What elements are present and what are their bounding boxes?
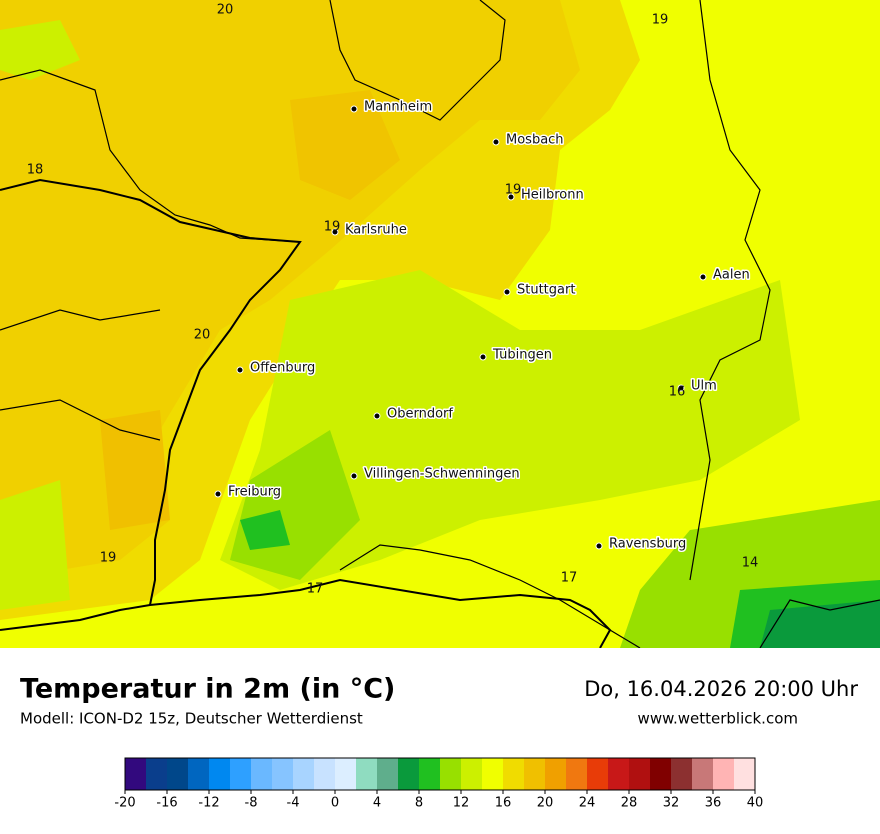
map-background xyxy=(0,0,880,648)
colorbar-tick-label: 24 xyxy=(579,796,596,811)
colorbar-tick-label: 28 xyxy=(621,796,638,811)
colorbar-tick-label: -8 xyxy=(245,796,258,811)
colorbar-cell xyxy=(377,758,399,790)
city-dot xyxy=(373,412,381,420)
colorbar-cell xyxy=(587,758,609,790)
temperature-label: 19 xyxy=(100,551,117,566)
colorbar-tick-label: -16 xyxy=(156,796,177,811)
temperature-label: 20 xyxy=(194,328,211,343)
temperature-label: 19 xyxy=(652,13,669,28)
temperature-label: 17 xyxy=(561,571,578,586)
colorbar-frame xyxy=(124,757,756,791)
colorbar-cell xyxy=(272,758,294,790)
temperature-label: 17 xyxy=(307,582,324,597)
colorbar-cell xyxy=(293,758,315,790)
colorbar-cell xyxy=(440,758,462,790)
colorbar-tick-label: 0 xyxy=(331,796,339,811)
colorbar-tick-label: 36 xyxy=(705,796,722,811)
website: www.wetterblick.com xyxy=(638,710,798,728)
colorbar-tick-label: 16 xyxy=(495,796,512,811)
colorbar-cell xyxy=(314,758,336,790)
city-dot xyxy=(214,490,222,498)
colorbar-cell xyxy=(188,758,210,790)
city-label: Tübingen xyxy=(492,348,552,363)
footer-background xyxy=(0,648,880,830)
colorbar-tick-label: 12 xyxy=(453,796,470,811)
colorbar-cell xyxy=(734,758,756,790)
city-label: Karlsruhe xyxy=(345,223,407,238)
city-dot xyxy=(503,288,511,296)
temperature-label: 16 xyxy=(669,385,686,400)
city-label: Oberndorf xyxy=(387,407,453,422)
forecast-date: Do, 16.04.2026 20:00 Uhr xyxy=(584,677,858,701)
colorbar-cell xyxy=(251,758,273,790)
city-dot xyxy=(507,193,515,201)
map-title: Temperatur in 2m (in °C) xyxy=(20,674,395,705)
city-label: Ulm xyxy=(691,379,717,394)
colorbar-cell xyxy=(482,758,504,790)
colorbar-cell xyxy=(398,758,420,790)
colorbar-cell xyxy=(125,758,147,790)
colorbar-cell xyxy=(503,758,525,790)
city-dot xyxy=(677,384,685,392)
city-label: Mosbach xyxy=(506,133,564,148)
colorbar-cell xyxy=(209,758,231,790)
colorbar-cell xyxy=(608,758,630,790)
city-dot xyxy=(479,353,487,361)
colorbar-cell xyxy=(524,758,546,790)
colorbar-tick-label: 8 xyxy=(415,796,423,811)
city-label: Offenburg xyxy=(250,361,315,376)
temperature-label: 14 xyxy=(742,556,759,571)
colorbar-cell xyxy=(650,758,672,790)
colorbar-tick-label: 4 xyxy=(373,796,381,811)
colorbar-tick-label: 20 xyxy=(537,796,554,811)
colorbar-cell xyxy=(146,758,168,790)
temperature-label: 19 xyxy=(324,220,341,235)
city-label: Heilbronn xyxy=(521,188,584,203)
colorbar-tick-label: 40 xyxy=(747,796,764,811)
borders xyxy=(0,0,880,649)
colorbar-cell xyxy=(419,758,441,790)
colorbar-cell xyxy=(566,758,588,790)
colorbar-tick-label: -20 xyxy=(114,796,135,811)
temperature-label: 18 xyxy=(27,163,44,178)
city-dot xyxy=(699,273,707,281)
colorbar-cell xyxy=(629,758,651,790)
city-label: Aalen xyxy=(713,268,750,283)
colorbar-cell xyxy=(545,758,567,790)
colorbar-cell xyxy=(335,758,357,790)
colorbar-tick-label: -12 xyxy=(198,796,219,811)
temperature-label: 20 xyxy=(217,3,234,18)
model-info: Modell: ICON-D2 15z, Deutscher Wetterdie… xyxy=(20,710,363,728)
colorbar-cell xyxy=(167,758,189,790)
colorbar: -20 -16 -12 -8 -4 0 4 8 12 16 20 24 28 32 36 40 xyxy=(114,757,764,811)
colorbar-tick-label: 32 xyxy=(663,796,680,811)
city-dot xyxy=(350,105,358,113)
city-label: Ravensburg xyxy=(609,537,686,552)
temperature-labels: 20 19 18 19 19 20 16 14 19 17 17 xyxy=(27,3,759,597)
city-dot xyxy=(492,138,500,146)
city-dot xyxy=(331,228,339,236)
city-dot xyxy=(350,472,358,480)
colorbar-tick-label: -4 xyxy=(287,796,300,811)
city-dot xyxy=(595,542,603,550)
colorbar-cell xyxy=(230,758,252,790)
colorbar-cell xyxy=(461,758,483,790)
temperature-label: 19 xyxy=(505,183,522,198)
city-label: Mannheim xyxy=(364,100,432,115)
city-label: Freiburg xyxy=(228,485,281,500)
city-dot xyxy=(236,366,244,374)
colorbar-cell xyxy=(356,758,378,790)
city-label: Stuttgart xyxy=(517,283,575,298)
colorbar-cell xyxy=(671,758,693,790)
city-label: Villingen-Schwenningen xyxy=(364,467,520,482)
colorbar-cell xyxy=(713,758,735,790)
cities: Mannheim Mosbach Heilbronn Karlsruhe Aalen St… xyxy=(214,98,751,553)
colorbar-cell xyxy=(692,758,714,790)
